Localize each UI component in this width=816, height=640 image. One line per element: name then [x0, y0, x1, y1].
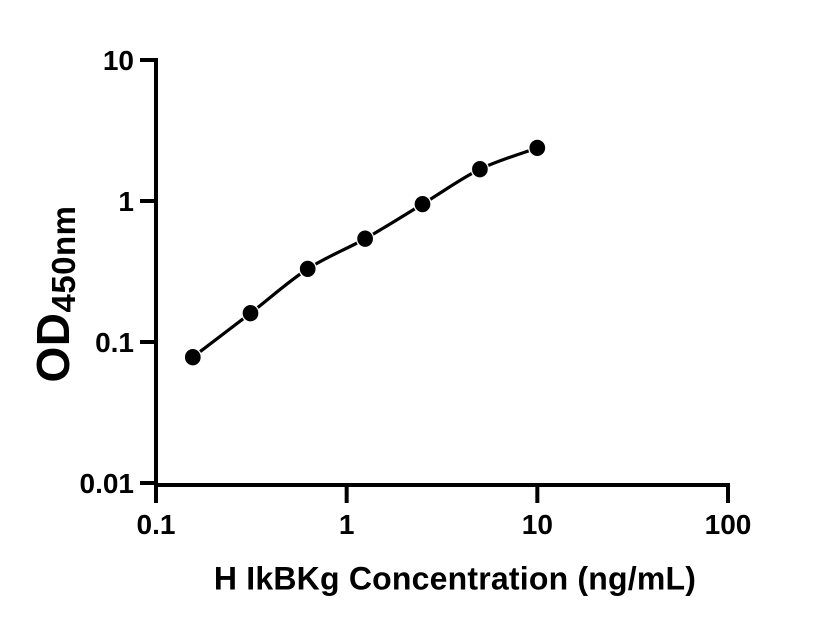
data-point-marker	[298, 259, 317, 279]
data-point-marker	[355, 229, 375, 249]
data-point-marker	[183, 347, 202, 367]
y-tick-label: 0.1	[95, 327, 134, 358]
y-tick-label: 0.01	[80, 468, 135, 499]
y-axis-ticks: 10 1 0.1 0.01	[80, 45, 156, 499]
fit-curve	[191, 146, 538, 359]
axes	[154, 58, 730, 487]
y-axis-title-main: OD	[27, 312, 79, 383]
data-point-marker	[241, 303, 260, 323]
x-axis-ticks: 0.1 1 10 100	[137, 485, 752, 540]
y-axis-title: OD450nm	[26, 205, 82, 383]
x-axis-title: H IkBKg Concentration (ng/mL)	[213, 560, 697, 597]
data-point-marker	[413, 194, 432, 214]
data-point-marker	[528, 138, 547, 158]
y-tick-label: 1	[118, 186, 134, 217]
x-tick-label: 0.1	[137, 509, 176, 540]
x-tick-label: 1	[339, 509, 355, 540]
data-points	[183, 138, 547, 367]
y-axis-title-subscript: 450nm	[44, 205, 82, 313]
x-tick-label: 10	[522, 509, 553, 540]
x-tick-label: 100	[705, 509, 752, 540]
data-point-marker	[470, 159, 490, 179]
y-tick-label: 10	[103, 45, 134, 76]
